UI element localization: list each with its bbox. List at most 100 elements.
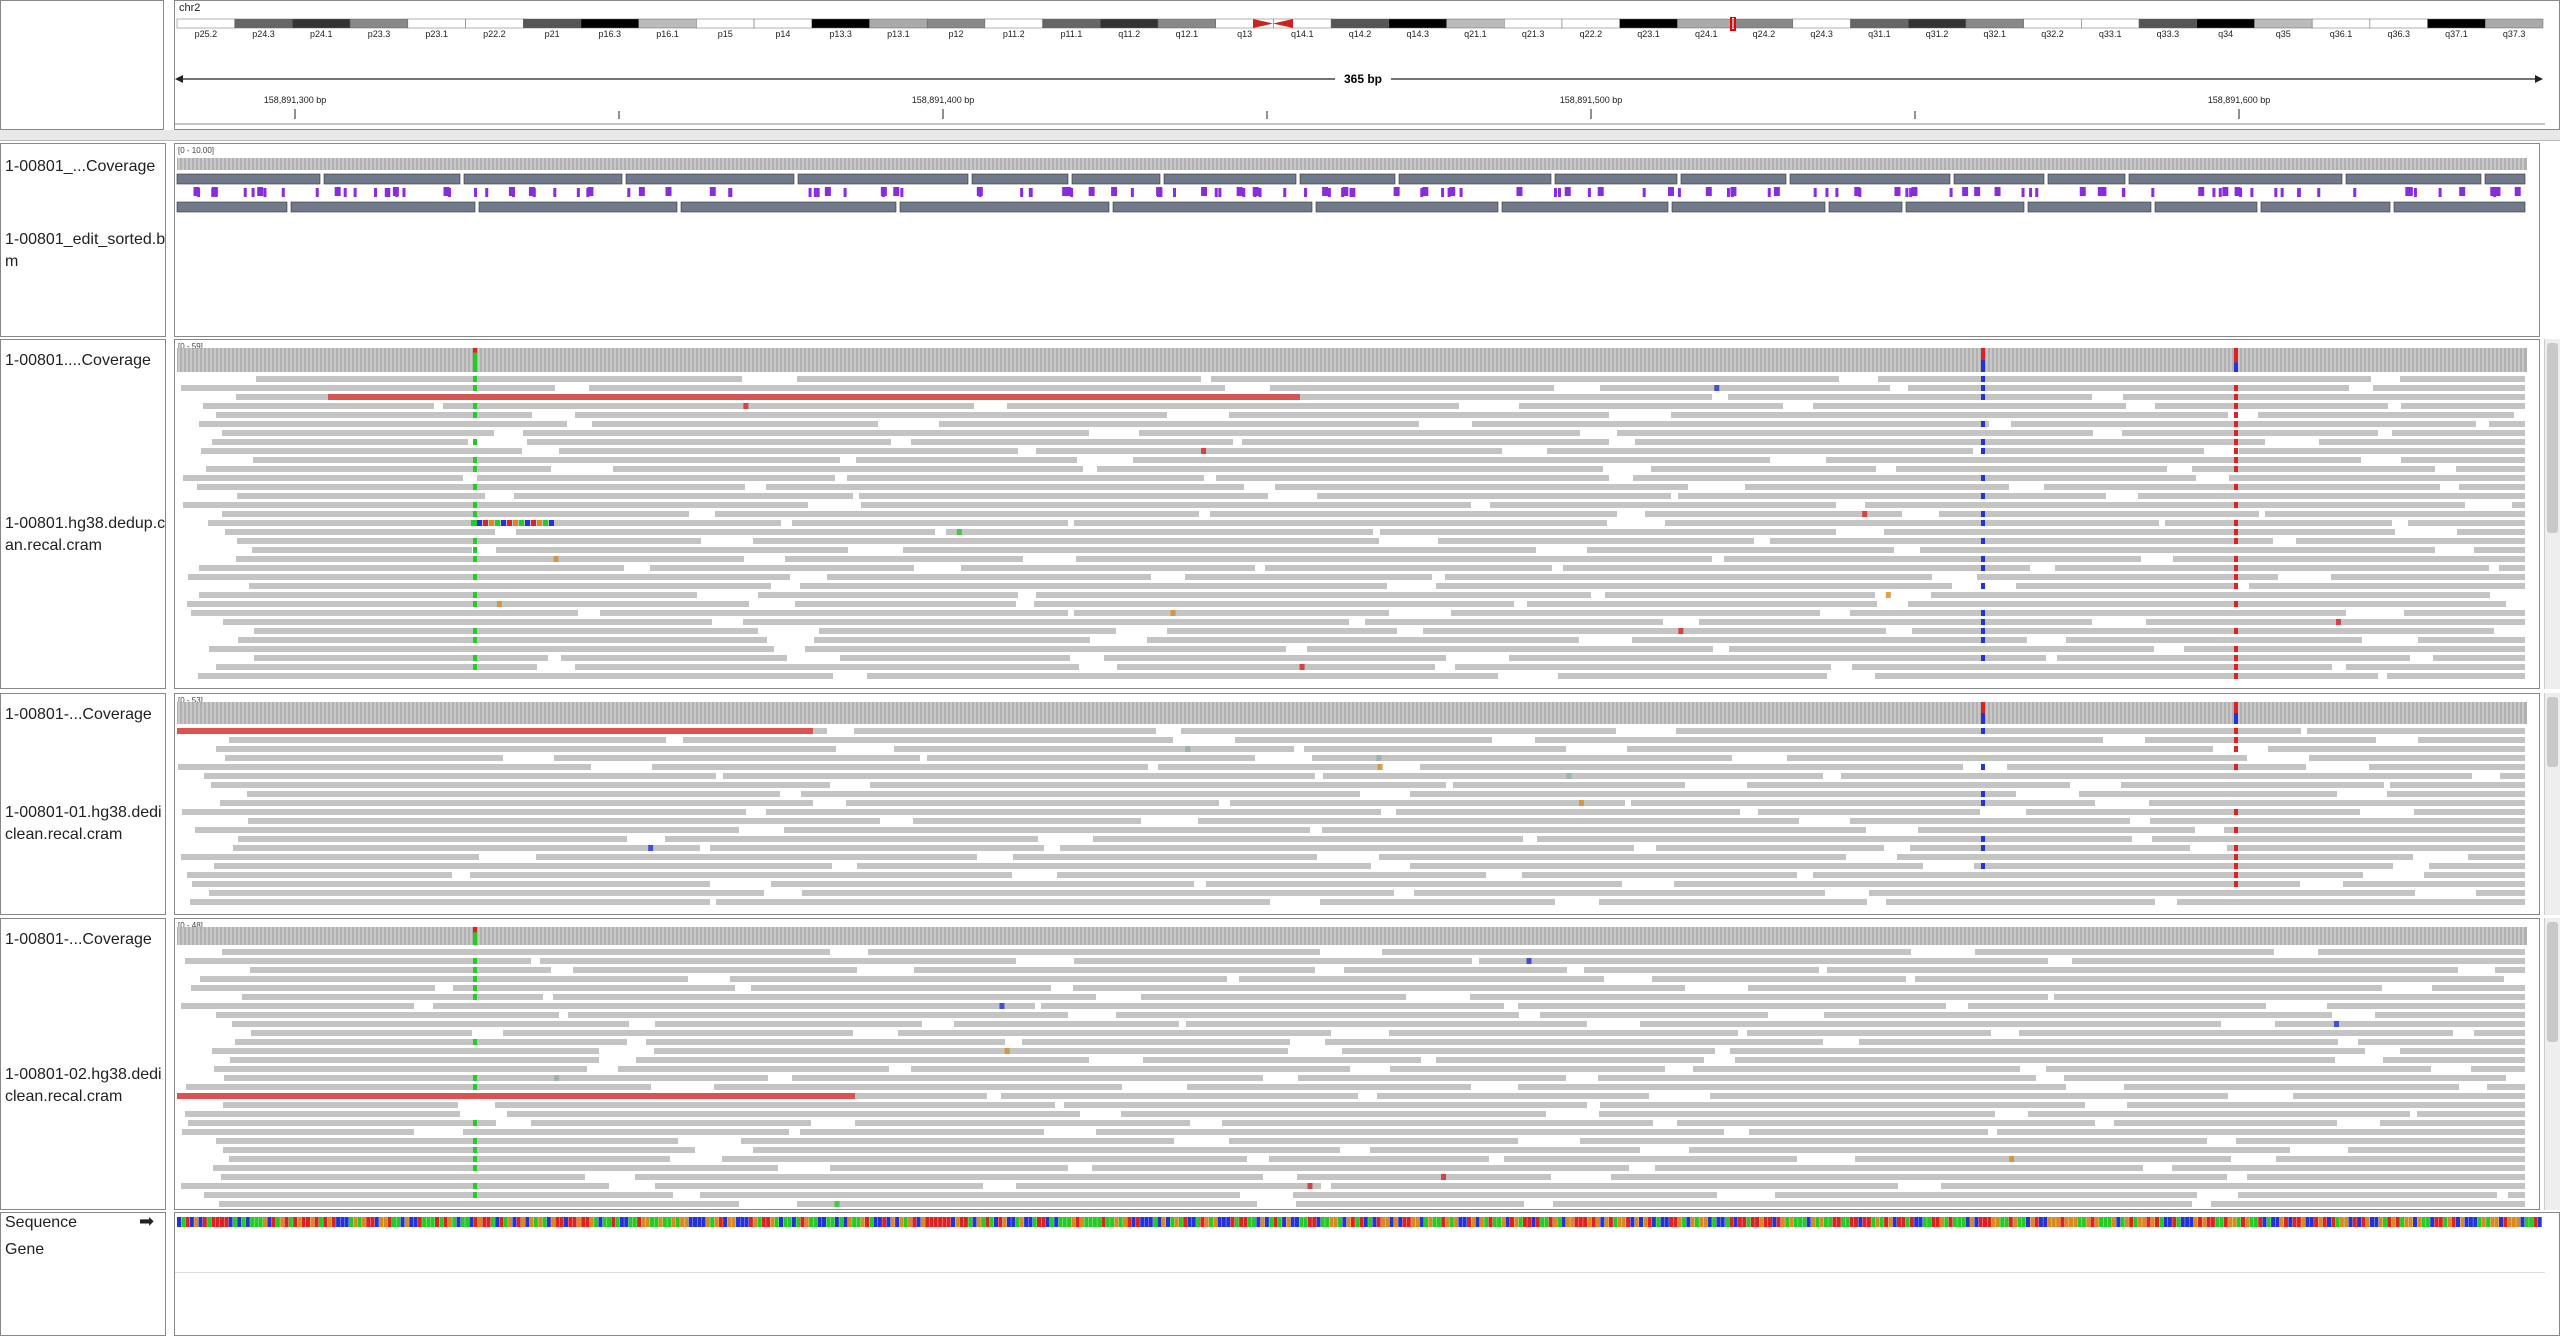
- sequence-base: [632, 1217, 637, 1227]
- aligned-read: [1747, 782, 2070, 788]
- gene-track-label[interactable]: Gene: [5, 1241, 45, 1258]
- coverage-track-label[interactable]: 1-00801....Coverage: [5, 352, 151, 369]
- sequence-base: [340, 1217, 345, 1227]
- coverage-track-label[interactable]: 1-00801_...Coverage: [5, 158, 156, 175]
- insertion-marker: [2438, 188, 2442, 197]
- aligned-read: [2055, 565, 2489, 571]
- aligned-read: [2307, 728, 2525, 734]
- mismatch-base: [473, 502, 477, 508]
- coverage-mismatch-bar: [1981, 360, 1985, 372]
- mismatch-base: [1376, 755, 1382, 761]
- sequence-base: [1415, 1217, 1420, 1227]
- coverage-track-label[interactable]: 1-00801-...Coverage: [5, 931, 152, 948]
- aligned-read: [1997, 1129, 2525, 1135]
- panel1-data-panel[interactable]: [0 - 10.00]: [174, 143, 2540, 337]
- panel3-data-panel[interactable]: [0 - 53]: [174, 693, 2540, 915]
- aligned-read: [1775, 1192, 2197, 1198]
- aligned-read: [2380, 1120, 2525, 1126]
- aligned-read: [784, 827, 1310, 833]
- aligned-read: [433, 1003, 1035, 1009]
- header-divider[interactable]: [0, 130, 2560, 141]
- sequence-base: [2223, 1217, 2228, 1227]
- sequence-base: [383, 1217, 388, 1227]
- strand-arrow-icon[interactable]: ➡: [139, 1211, 155, 1231]
- sequence-base: [516, 1217, 521, 1227]
- alignment-track-label[interactable]: 1-00801.hg38.dedup.c: [5, 515, 166, 532]
- aligned-read: [1293, 1192, 1717, 1198]
- sequence-base: [834, 1217, 839, 1227]
- aligned-read: [211, 782, 830, 788]
- aligned-read: [715, 511, 1199, 517]
- sequence-base: [478, 1217, 482, 1227]
- aligned-read: [1652, 976, 1906, 982]
- scroll-thumb[interactable]: [2547, 343, 2558, 533]
- ruler[interactable]: 365 bp 158,891,300 bp 158,891,400 bp 158,8…: [175, 61, 2545, 131]
- alignment-track-label[interactable]: 1-00801-01.hg38.dedi: [5, 804, 162, 821]
- sequence-base: [1991, 1217, 1996, 1227]
- aligned-read: [1436, 583, 1952, 589]
- sequence-base: [1428, 1217, 1433, 1227]
- aligned-read: [1656, 845, 1884, 851]
- panel4-data-panel[interactable]: [0 - 48]: [174, 918, 2540, 1210]
- sequence-base: [662, 1217, 667, 1227]
- sequence-base: [2314, 1217, 2319, 1227]
- aligned-read: [766, 809, 1381, 815]
- sequence-base: [473, 1217, 478, 1227]
- aligned-read: [710, 845, 1044, 851]
- feature-data-panel[interactable]: [174, 1212, 2560, 1336]
- scroll-thumb[interactable]: [2547, 922, 2558, 1042]
- aligned-read: [1472, 421, 1989, 427]
- aligned-read: [766, 484, 1244, 490]
- sequence-base: [452, 1217, 457, 1227]
- chromosome-ideogram[interactable]: p25.2 p24.3 p24.1 p23.3 p23.1 p22.2 p21 p16.3 p1…: [175, 17, 2545, 39]
- aligned-read: [1789, 173, 1951, 185]
- insertion-marker: [1962, 187, 1969, 196]
- sequence-base: [1075, 1217, 1080, 1227]
- aligned-read: [1941, 1183, 2525, 1189]
- scroll-thumb[interactable]: [2547, 697, 2558, 767]
- aligned-read: [1230, 800, 1625, 806]
- sequence-base: [2382, 1217, 2387, 1227]
- sequence-base: [1363, 1217, 1368, 1227]
- sequence-track-label[interactable]: Sequence: [5, 1214, 78, 1231]
- sequence-track[interactable]: [175, 1213, 2545, 1253]
- coverage-track-label[interactable]: 1-00801-...Coverage: [5, 706, 152, 723]
- ruler-tick-label: 158,891,500 bp: [1560, 95, 1623, 105]
- sequence-base: [2473, 1217, 2478, 1227]
- sequence-base: [1127, 1217, 1132, 1227]
- mismatch-base: [513, 520, 518, 526]
- aligned-read: [214, 863, 832, 869]
- aligned-read: [1344, 967, 1567, 973]
- aligned-read: [1013, 854, 1317, 860]
- alignment-track-label[interactable]: 1-00801_edit_sorted.b: [5, 231, 166, 248]
- aligned-read: [1117, 664, 1435, 670]
- panel2-data-panel[interactable]: [0 - 59]: [174, 339, 2540, 689]
- sequence-base: [2533, 1217, 2538, 1227]
- panel4-scrollbar[interactable]: [2544, 918, 2560, 1210]
- coverage-mismatch-bar: [473, 932, 477, 945]
- insertion-marker: [384, 188, 388, 197]
- sequence-base: [895, 1217, 900, 1227]
- alignment-track-label[interactable]: 1-00801-02.hg38.dedi: [5, 1066, 162, 1083]
- ideogram-band-label: p16.1: [656, 29, 679, 39]
- aligned-read: [1438, 538, 1754, 544]
- aligned-read: [859, 493, 1268, 499]
- panel2-scrollbar[interactable]: [2544, 339, 2560, 689]
- insertion-marker: [443, 187, 450, 196]
- insertion-marker: [2413, 188, 2417, 197]
- sequence-base: [486, 1217, 491, 1227]
- insertion-marker: [2151, 188, 2155, 197]
- aligned-read: [1671, 201, 1826, 213]
- ideogram-band-label: q14.2: [1349, 29, 1372, 39]
- aligned-read: [2401, 403, 2525, 409]
- panel3-scrollbar[interactable]: [2544, 693, 2560, 915]
- aligned-read: [1423, 628, 1886, 634]
- sequence-base: [404, 1217, 409, 1227]
- aligned-read: [2072, 958, 2525, 964]
- insertion-marker: [1242, 188, 1246, 197]
- sequence-base: [1295, 1217, 1299, 1227]
- sequence-base: [1656, 1217, 1661, 1227]
- aligned-read: [2044, 484, 2440, 490]
- sequence-base: [1553, 1217, 1557, 1227]
- mismatch-base: [1981, 394, 1985, 400]
